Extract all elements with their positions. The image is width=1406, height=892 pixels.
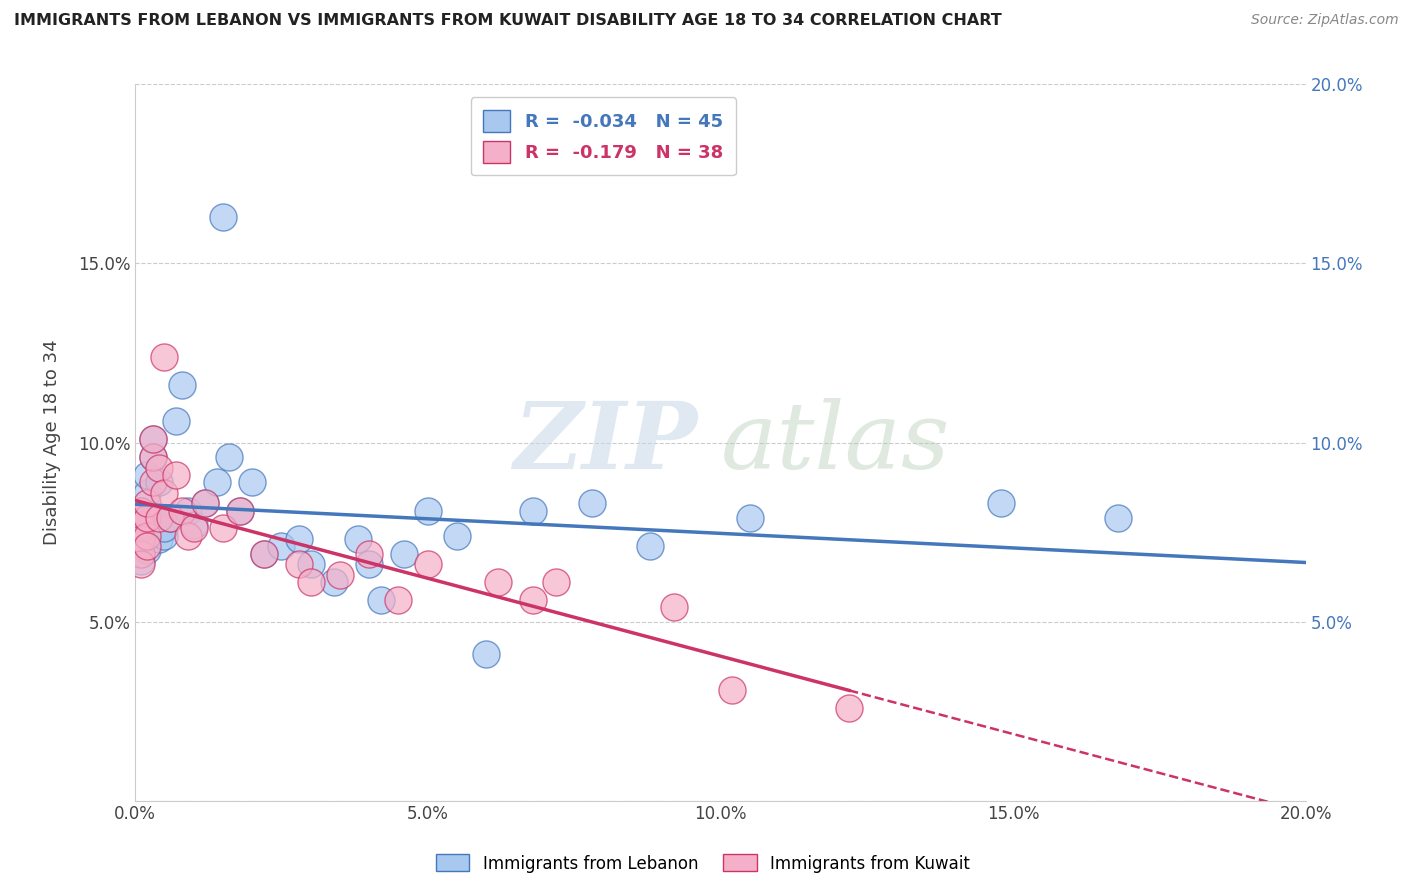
Point	[253, 547, 276, 561]
Point	[135, 485, 157, 500]
Point	[416, 558, 439, 572]
Point	[229, 503, 252, 517]
Point	[165, 414, 187, 428]
Point	[446, 528, 468, 542]
Point	[170, 378, 193, 392]
Point	[205, 475, 228, 489]
Point	[329, 568, 352, 582]
Point	[522, 503, 544, 517]
Point	[194, 496, 217, 510]
Point	[218, 450, 240, 464]
Point	[135, 543, 157, 558]
Point	[475, 647, 498, 661]
Point	[638, 540, 661, 554]
Point	[129, 532, 152, 546]
Text: atlas: atlas	[720, 398, 950, 488]
Point	[153, 528, 176, 542]
Point	[323, 575, 346, 590]
Point	[129, 510, 152, 524]
Point	[129, 517, 152, 532]
Point	[129, 554, 152, 568]
Point	[212, 210, 235, 224]
Point	[159, 510, 181, 524]
Point	[135, 467, 157, 482]
Text: IMMIGRANTS FROM LEBANON VS IMMIGRANTS FROM KUWAIT DISABILITY AGE 18 TO 34 CORREL: IMMIGRANTS FROM LEBANON VS IMMIGRANTS FR…	[14, 13, 1002, 29]
Point	[135, 510, 157, 524]
Point	[416, 503, 439, 517]
Point	[240, 475, 263, 489]
Point	[135, 496, 157, 510]
Legend: Immigrants from Lebanon, Immigrants from Kuwait: Immigrants from Lebanon, Immigrants from…	[429, 847, 977, 880]
Point	[346, 532, 368, 546]
Point	[142, 450, 165, 464]
Point	[153, 521, 176, 535]
Point	[142, 432, 165, 446]
Point	[662, 600, 685, 615]
Point	[522, 593, 544, 607]
Point	[194, 496, 217, 510]
Point	[148, 460, 170, 475]
Point	[135, 528, 157, 542]
Point	[159, 510, 181, 524]
Point	[299, 558, 322, 572]
Point	[546, 575, 568, 590]
Point	[129, 521, 152, 535]
Point	[270, 540, 292, 554]
Point	[229, 503, 252, 517]
Point	[153, 350, 176, 364]
Point	[142, 450, 165, 464]
Point	[129, 524, 152, 539]
Point	[721, 682, 744, 697]
Point	[212, 521, 235, 535]
Point	[148, 510, 170, 524]
Point	[838, 700, 860, 714]
Point	[153, 485, 176, 500]
Point	[142, 432, 165, 446]
Point	[165, 467, 187, 482]
Point	[142, 510, 165, 524]
Point	[359, 558, 381, 572]
Point	[142, 475, 165, 489]
Point	[129, 558, 152, 572]
Y-axis label: Disability Age 18 to 34: Disability Age 18 to 34	[44, 340, 60, 545]
Point	[129, 503, 152, 517]
Point	[990, 496, 1012, 510]
Point	[299, 575, 322, 590]
Point	[183, 521, 205, 535]
Legend: R =  -0.034   N = 45, R =  -0.179   N = 38: R = -0.034 N = 45, R = -0.179 N = 38	[471, 97, 735, 176]
Point	[148, 532, 170, 546]
Point	[738, 510, 761, 524]
Point	[135, 540, 157, 554]
Point	[370, 593, 392, 607]
Point	[486, 575, 509, 590]
Point	[135, 528, 157, 542]
Point	[253, 547, 276, 561]
Point	[129, 547, 152, 561]
Text: ZIP: ZIP	[513, 398, 697, 488]
Point	[1107, 510, 1129, 524]
Text: Source: ZipAtlas.com: Source: ZipAtlas.com	[1251, 13, 1399, 28]
Point	[581, 496, 603, 510]
Point	[129, 503, 152, 517]
Point	[177, 528, 200, 542]
Point	[148, 475, 170, 489]
Point	[129, 536, 152, 550]
Point	[170, 503, 193, 517]
Point	[387, 593, 409, 607]
Point	[394, 547, 416, 561]
Point	[177, 503, 200, 517]
Point	[288, 532, 311, 546]
Point	[183, 517, 205, 532]
Point	[288, 558, 311, 572]
Point	[359, 547, 381, 561]
